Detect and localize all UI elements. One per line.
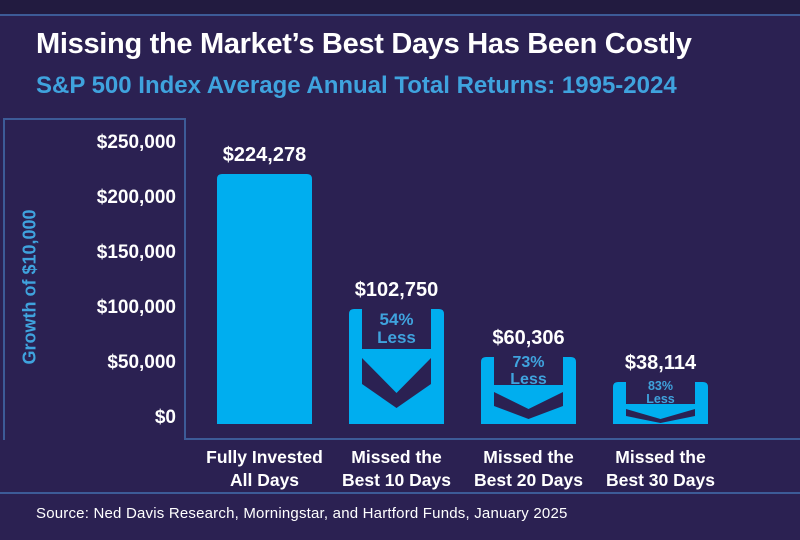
source-text: Source: Ned Davis Research, Morningstar,… <box>36 505 568 522</box>
x-label-missed-10-days: Missed the Best 10 Days <box>342 447 451 490</box>
chart-title: Missing the Market’s Best Days Has Been … <box>36 28 692 60</box>
x-label-fully-invested: Fully Invested All Days <box>206 447 323 490</box>
y-tick-250000: $250,000 <box>96 132 176 153</box>
y-tick-0: $0 <box>154 407 176 428</box>
bar-missed-30-days: $38,114 83% Less <box>613 352 708 424</box>
bar-shape <box>217 174 312 424</box>
bar-shape-with-down-arrow-icon <box>613 382 708 424</box>
x-label-missed-20-days: Missed the Best 20 Days <box>474 447 583 490</box>
loss-word-label: Less <box>377 328 416 347</box>
loss-percent-label: 83% <box>647 379 674 393</box>
loss-callout: 73% Less <box>494 354 563 388</box>
bar-value-label: $38,114 <box>624 352 697 374</box>
y-axis-title: Growth of $10,000 <box>19 209 40 365</box>
y-tick-150000: $150,000 <box>96 242 176 263</box>
footer-divider-line <box>0 492 800 494</box>
x-label-missed-30-days: Missed the Best 30 Days <box>606 447 715 490</box>
bar-shape-with-down-arrow-icon <box>481 357 576 424</box>
loss-callout: 54% Less <box>362 309 431 349</box>
bar-missed-20-days: $60,306 73% Less <box>481 327 576 424</box>
top-band <box>0 0 800 14</box>
loss-word-label: Less <box>646 392 675 406</box>
bar-value-label: $60,306 <box>492 327 565 349</box>
y-axis-frame <box>3 118 186 440</box>
y-tick-200000: $200,000 <box>96 187 176 208</box>
loss-percent-label: 73% <box>512 354 545 371</box>
bar-fully-invested: $224,278 <box>217 144 312 424</box>
loss-word-label: Less <box>510 371 547 388</box>
y-tick-100000: $100,000 <box>96 297 176 318</box>
bar-value-label: $102,750 <box>354 279 439 301</box>
y-tick-50000: $50,000 <box>107 352 176 373</box>
bar-shape-with-down-arrow-icon <box>349 309 444 424</box>
loss-callout: 83% Less <box>626 379 695 406</box>
x-axis-baseline <box>184 438 800 440</box>
chart-subtitle: S&P 500 Index Average Annual Total Retur… <box>36 72 677 99</box>
top-divider-line <box>0 14 800 16</box>
bar-value-label: $224,278 <box>222 144 307 166</box>
loss-percent-label: 54% <box>379 310 414 329</box>
bar-missed-10-days: $102,750 54% Less <box>349 279 444 424</box>
